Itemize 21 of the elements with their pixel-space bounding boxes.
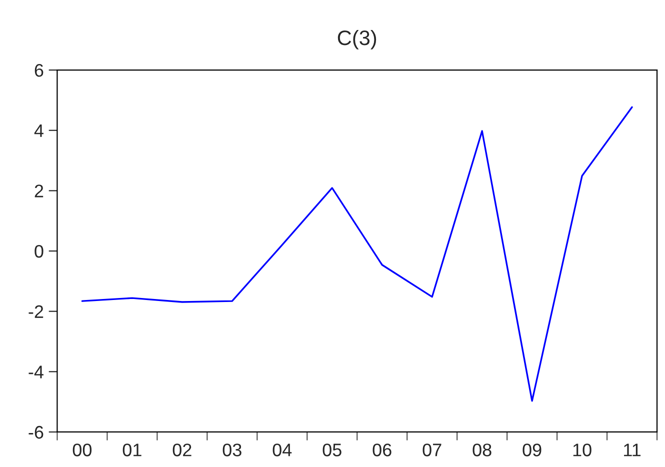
line-series [81, 106, 633, 402]
y-tick-label: 6 [34, 64, 44, 77]
y-tick-label: 2 [34, 184, 44, 198]
x-tick-label: 00 [72, 444, 92, 456]
x-tick-label: 09 [522, 444, 542, 456]
x-tick-label: 02 [172, 444, 192, 456]
x-tick-label: 05 [322, 444, 342, 456]
y-tick-label: -6 [28, 426, 44, 439]
chart-title: C(3) [338, 30, 376, 50]
y-tick-label: 4 [34, 124, 44, 137]
x-tick-label: 07 [422, 444, 442, 456]
y-tick-label: -2 [28, 305, 44, 318]
y-tick-label: -4 [28, 366, 44, 378]
x-tick-label: 04 [272, 444, 292, 456]
y-tick-label: 0 [34, 244, 44, 258]
x-tick-label: 10 [573, 444, 592, 456]
x-tick-label: 11 [624, 444, 641, 456]
x-tick-label: 08 [472, 444, 492, 456]
x-tick-label: 03 [222, 444, 242, 456]
x-tick-label: 06 [372, 444, 392, 456]
x-tick-label: 01 [122, 444, 142, 456]
